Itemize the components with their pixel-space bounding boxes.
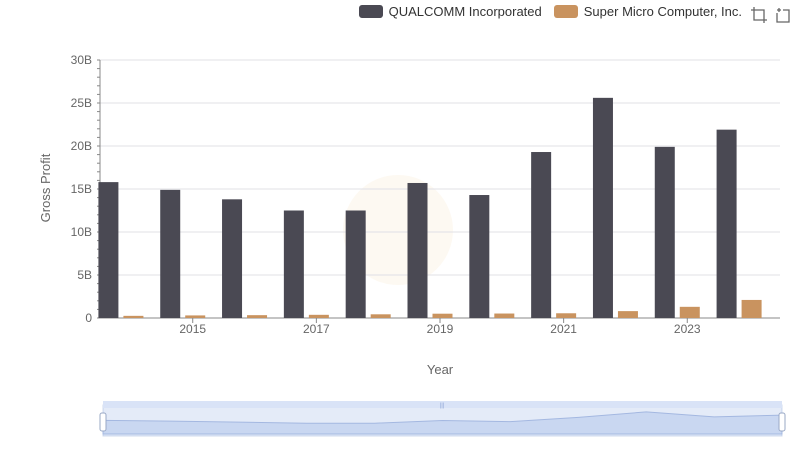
bar-qualcomm-2014[interactable] <box>98 182 119 318</box>
datazoom-selection <box>103 405 782 436</box>
bar-supermicro-2023[interactable] <box>679 306 700 318</box>
chart-toolbox <box>750 6 792 24</box>
legend-swatch-qualcomm <box>358 5 383 18</box>
y-axis: 0 5B 10B 15B 20B 25B 30B <box>71 53 101 325</box>
x-axis: 2015 2017 2019 2021 2023 <box>100 317 780 336</box>
datazoom-handle-left[interactable] <box>99 412 107 432</box>
bar-supermicro-2024[interactable] <box>741 299 762 318</box>
bar-supermicro-2018[interactable] <box>370 314 391 318</box>
x-tick-label: 2017 <box>303 322 330 336</box>
y-tick-label: 0 <box>85 311 92 325</box>
x-tick-label: 2021 <box>550 322 577 336</box>
bar-qualcomm-2023[interactable] <box>654 146 675 318</box>
x-tick-label: 2015 <box>179 322 206 336</box>
bar-supermicro-2014[interactable] <box>123 315 144 318</box>
data-zoom-slider[interactable]: ||| <box>99 401 786 437</box>
bar-supermicro-2021[interactable] <box>556 313 577 318</box>
bar-qualcomm-2021[interactable] <box>531 152 552 318</box>
bar-qualcomm-2022[interactable] <box>592 97 613 318</box>
bar-supermicro-2017[interactable] <box>308 314 329 318</box>
bar-supermicro-2015[interactable] <box>185 315 206 318</box>
y-tick-label: 30B <box>71 53 92 67</box>
bar-qualcomm-2019[interactable] <box>407 182 428 318</box>
bar-qualcomm-2016[interactable] <box>222 199 243 318</box>
bar-supermicro-2020[interactable] <box>494 313 515 318</box>
y-tick-label: 5B <box>77 268 92 282</box>
bar-qualcomm-2017[interactable] <box>283 210 304 319</box>
bar-supermicro-2016[interactable] <box>247 315 268 318</box>
legend-label-qualcomm: QUALCOMM Incorporated <box>388 4 542 19</box>
y-tick-label: 20B <box>71 139 92 153</box>
y-axis-label: Gross Profit <box>38 153 53 222</box>
x-axis-label: Year <box>427 362 454 377</box>
datazoom-preview-area <box>102 411 783 435</box>
legend-label-supermicro: Super Micro Computer, Inc. <box>583 4 742 19</box>
bar-qualcomm-2018[interactable] <box>345 210 366 319</box>
datazoom-move-handle[interactable]: ||| <box>440 403 445 409</box>
bar-qualcomm-2024[interactable] <box>716 129 737 318</box>
bar-supermicro-2019[interactable] <box>432 313 453 318</box>
y-tick-label: 25B <box>71 96 92 110</box>
bar-qualcomm-2015[interactable] <box>160 189 181 318</box>
legend-swatch-supermicro <box>553 5 578 18</box>
y-tick-label: 15B <box>71 182 92 196</box>
bar-qualcomm-2020[interactable] <box>469 195 490 318</box>
y-tick-label: 10B <box>71 225 92 239</box>
zoom-select-icon[interactable] <box>750 6 768 24</box>
x-tick-label: 2019 <box>427 322 454 336</box>
legend-item-qualcomm[interactable]: QUALCOMM Incorporated <box>358 4 542 19</box>
zoom-reset-icon[interactable] <box>774 6 792 24</box>
x-tick-label: 2023 <box>674 322 701 336</box>
bars <box>98 97 762 319</box>
chart-legend: QUALCOMM Incorporated Super Micro Comput… <box>358 4 742 19</box>
bar-supermicro-2022[interactable] <box>617 311 638 318</box>
datazoom-handle-right[interactable] <box>778 412 786 432</box>
legend-item-supermicro[interactable]: Super Micro Computer, Inc. <box>553 4 742 19</box>
datazoom-top-bar[interactable] <box>103 401 782 408</box>
